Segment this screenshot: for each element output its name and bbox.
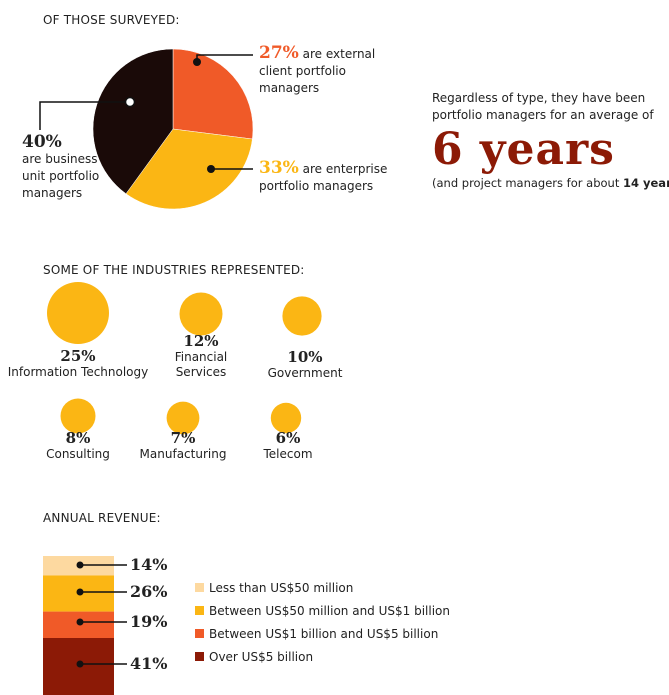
leader-dot-external xyxy=(193,58,201,66)
experience-big-number: 6 years xyxy=(432,124,615,175)
revenue-leader-dot xyxy=(76,588,84,596)
revenue-pct-less50m: 14% xyxy=(130,555,168,574)
revenue-leader-dot xyxy=(76,561,84,569)
legend-label: Between US$50 million and US$1 billion xyxy=(209,603,451,618)
leader-dot-business xyxy=(124,96,136,108)
legend-item-over5b: Over US$5 billion xyxy=(195,645,450,668)
industry-item-financial: 12% Financial Services xyxy=(161,332,241,380)
industry-name: Government xyxy=(267,366,343,380)
pie-slice-business xyxy=(92,48,174,195)
legend-item-1b-5b: Between US$1 billion and US$5 billion xyxy=(195,622,450,645)
industry-name: Financial Services xyxy=(174,350,228,379)
bubble-consulting xyxy=(60,398,96,434)
industry-pct: 25% xyxy=(60,347,96,365)
survey-title: OF THOSE SURVEYED: xyxy=(43,13,180,27)
experience-note-bold: 14 years xyxy=(623,176,669,190)
slice-label-business: 40% are business unit portfolio managers xyxy=(22,134,122,202)
slice-pct-external: 27% xyxy=(259,43,299,63)
legend-label: Less than US$50 million xyxy=(209,580,354,595)
legend-item-50m-1b: Between US$50 million and US$1 billion xyxy=(195,599,450,622)
industry-pct: 8% xyxy=(65,429,91,447)
industry-pct: 10% xyxy=(287,348,323,366)
industries-title: SOME OF THE INDUSTRIES REPRESENTED: xyxy=(43,263,305,277)
legend-swatch xyxy=(195,629,204,638)
leader-dot-enterprise xyxy=(207,165,215,173)
survey-pie-chart xyxy=(39,48,254,210)
revenue-stacked-bar xyxy=(43,556,127,695)
experience-line1: Regardless of type, they have been xyxy=(432,91,646,105)
bubble-financial xyxy=(179,292,223,336)
revenue-pct-50m-1b: 26% xyxy=(130,582,168,601)
slice-text-external: are external client portfolio managers xyxy=(259,47,376,95)
industry-name: Consulting xyxy=(46,447,110,461)
industries-bubbles xyxy=(47,282,322,435)
industry-pct: 6% xyxy=(275,429,301,447)
industry-name: Telecom xyxy=(263,447,313,461)
experience-callout: Regardless of type, they have been portf… xyxy=(432,90,669,192)
legend-label: Over US$5 billion xyxy=(209,649,314,664)
slice-text-business: are business unit portfolio managers xyxy=(22,152,100,200)
industry-name: Manufacturing xyxy=(139,447,227,461)
bubble-manufacturing xyxy=(166,401,200,435)
industry-item-manufacturing: 7% Manufacturing xyxy=(132,429,234,462)
industry-pct: 7% xyxy=(170,429,196,447)
legend-swatch xyxy=(195,583,204,592)
pie-slice-external xyxy=(172,48,254,140)
revenue-legend: Less than US$50 million Between US$50 mi… xyxy=(195,576,450,668)
industry-item-it: 25% Information Technology xyxy=(0,347,156,380)
slice-label-enterprise: 33% are enterprise portfolio managers xyxy=(259,160,399,195)
legend-swatch xyxy=(195,606,204,615)
slice-text-enterprise: are enterprise portfolio managers xyxy=(259,162,388,193)
industry-item-government: 10% Government xyxy=(255,348,355,381)
industry-item-consulting: 8% Consulting xyxy=(38,429,118,462)
revenue-title: ANNUAL REVENUE: xyxy=(43,511,161,525)
bubble-government xyxy=(282,296,322,336)
experience-line2: portfolio managers for an average of xyxy=(432,108,654,122)
bubble-it xyxy=(47,282,109,344)
bubble-telecom xyxy=(270,402,302,434)
revenue-pct-1b-5b: 19% xyxy=(130,612,168,631)
industry-name: Information Technology xyxy=(7,365,149,379)
experience-note-pre: (and project managers for about xyxy=(432,176,623,190)
slice-pct-business: 40% xyxy=(22,132,62,152)
revenue-leader-dot xyxy=(76,618,84,626)
legend-swatch xyxy=(195,652,204,661)
revenue-leader-dot xyxy=(76,660,84,668)
industry-item-telecom: 6% Telecom xyxy=(248,429,328,462)
legend-item-less50m: Less than US$50 million xyxy=(195,576,450,599)
industry-pct: 12% xyxy=(183,332,219,350)
slice-pct-enterprise: 33% xyxy=(259,158,299,178)
slice-label-external: 27% are external client portfolio manage… xyxy=(259,45,399,97)
legend-label: Between US$1 billion and US$5 billion xyxy=(209,626,439,641)
leader-line-business xyxy=(39,101,130,130)
revenue-pct-over5b: 41% xyxy=(130,654,168,673)
experience-note: (and project managers for about 14 years… xyxy=(432,175,669,192)
pie-slice-enterprise xyxy=(125,128,253,210)
